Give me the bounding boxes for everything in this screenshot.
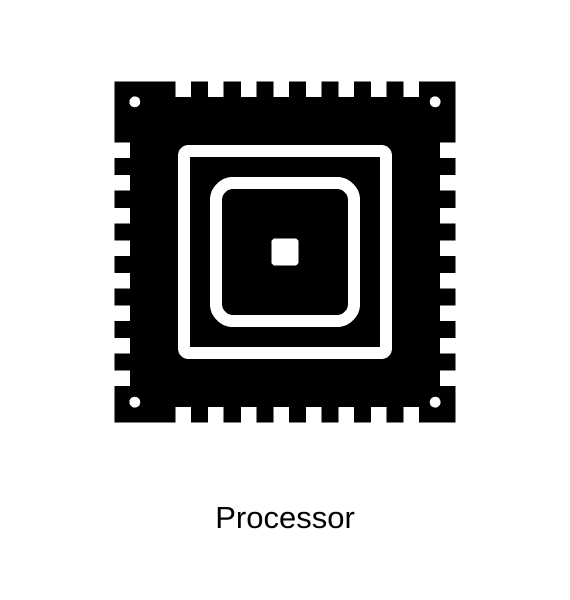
processor-icon (91, 58, 479, 446)
stage: Processor (0, 0, 570, 600)
icon-label: Processor (0, 500, 570, 536)
